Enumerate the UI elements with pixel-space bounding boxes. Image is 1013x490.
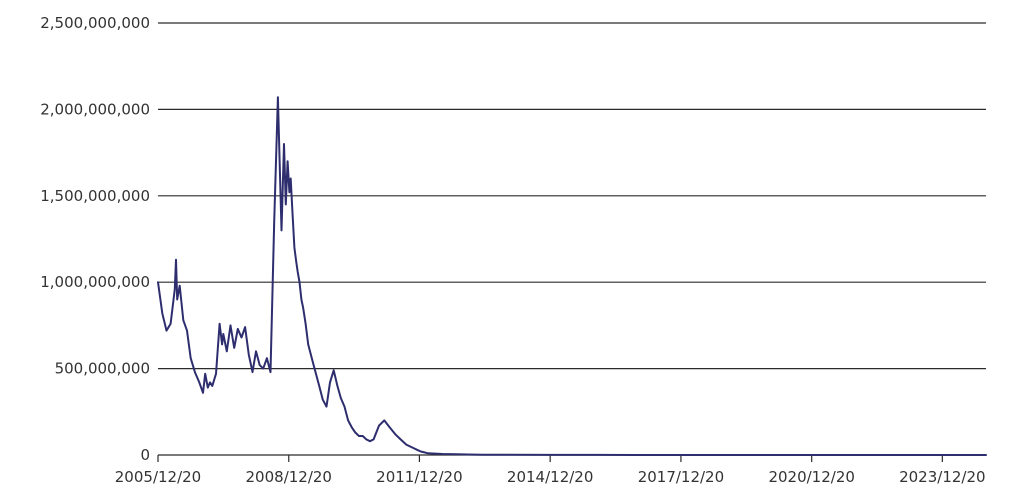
y-axis: 0 500,000,000 1,000,000,000 1,500,000,000 2,… <box>40 14 150 464</box>
series-group <box>157 96 987 456</box>
y-tick-label: 1,000,000,000 <box>40 273 150 291</box>
y-tick-label: 1,500,000,000 <box>40 187 150 205</box>
y-tick-label: 2,000,000,000 <box>40 100 150 118</box>
x-tick-label: 2011/12/20 <box>376 468 462 486</box>
y-tick-label: 0 <box>140 446 150 464</box>
x-tick-label: 2014/12/20 <box>507 468 593 486</box>
x-tick-label: 2017/12/20 <box>638 468 724 486</box>
x-tick-label: 2005/12/20 <box>115 468 201 486</box>
series-line <box>157 96 987 456</box>
gridlines <box>158 22 986 370</box>
x-tick-label: 2023/12/20 <box>899 468 985 486</box>
y-tick-label: 2,500,000,000 <box>40 14 150 32</box>
x-tick-label: 2020/12/20 <box>768 468 854 486</box>
y-tick-label: 500,000,000 <box>55 360 150 378</box>
x-axis: 2005/12/20 2008/12/20 2011/12/20 2014/12/20… <box>115 454 986 486</box>
x-tick-label: 2008/12/20 <box>246 468 332 486</box>
